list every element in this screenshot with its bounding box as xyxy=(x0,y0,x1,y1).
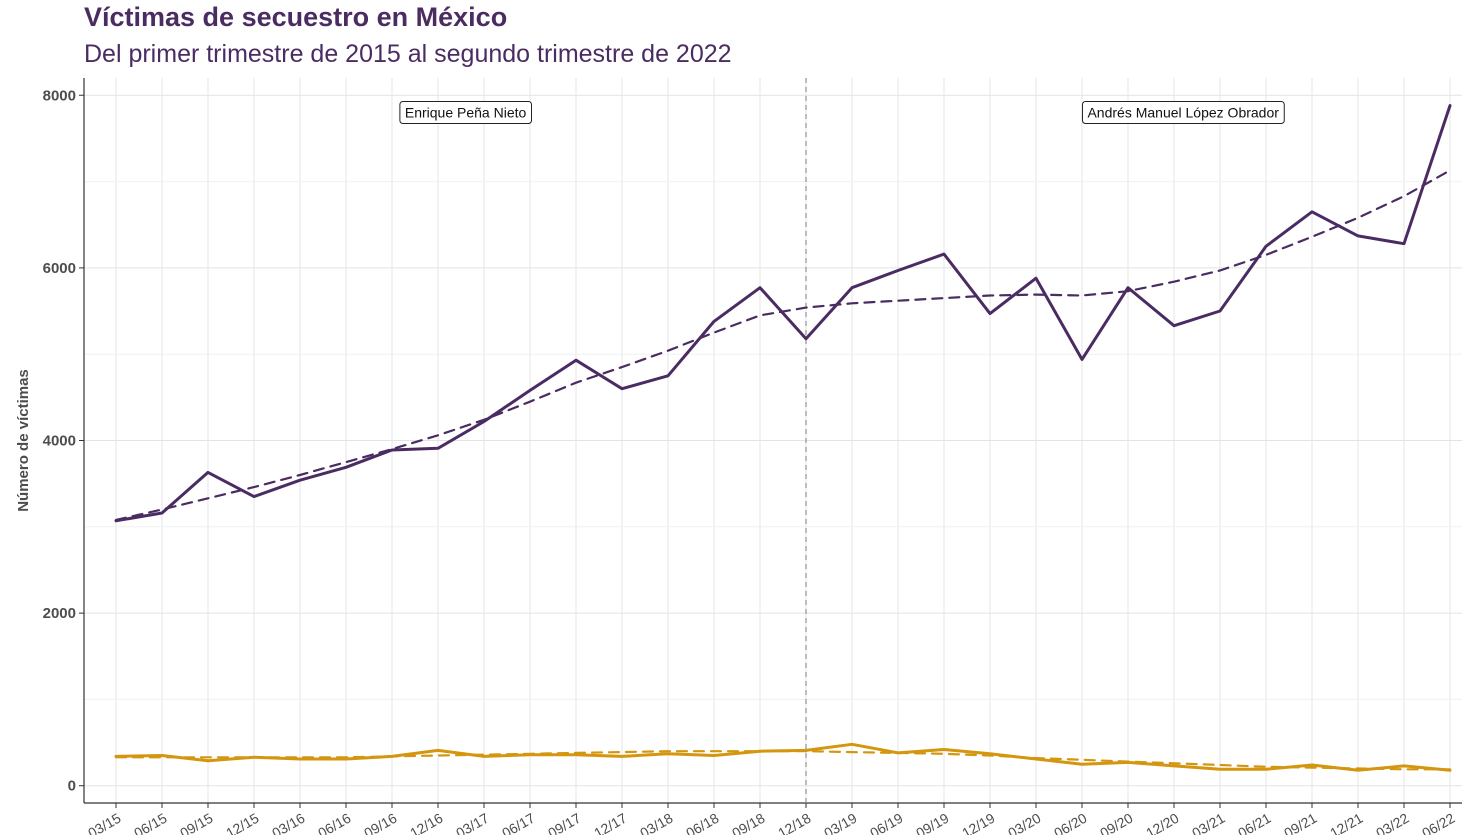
x-tick-label: 03/20 xyxy=(1005,810,1044,835)
x-tick-label: 09/15 xyxy=(177,810,216,835)
annotations: Enrique Peña Nieto Andrés Manuel López Ob… xyxy=(399,101,1285,125)
x-tick-label: 12/18 xyxy=(775,810,814,835)
annotation-label: Enrique Peña Nieto xyxy=(405,105,527,121)
x-tick-label: 12/21 xyxy=(1327,810,1366,835)
series-line-3-trend xyxy=(114,750,1452,771)
x-tick-label: 06/16 xyxy=(315,810,354,835)
y-tick-label: 0 xyxy=(68,778,76,795)
x-tick-label: 12/17 xyxy=(591,810,630,835)
series-line-1-trend xyxy=(114,169,1452,522)
x-tick-label: 09/20 xyxy=(1097,810,1136,835)
annotation-box xyxy=(399,101,533,125)
x-tick-label: 06/18 xyxy=(683,810,722,835)
y-tick-label: 8000 xyxy=(43,87,76,104)
x-tick-label: 03/15 xyxy=(85,810,124,835)
y-tick-label: 2000 xyxy=(43,605,76,622)
x-tick-label: 12/20 xyxy=(1143,810,1182,835)
x-tick-label: 12/16 xyxy=(407,810,446,835)
x-tick-label: 09/16 xyxy=(361,810,400,835)
gridlines xyxy=(84,78,1462,803)
x-tick-label: 06/21 xyxy=(1235,810,1274,835)
x-tick-label: 03/19 xyxy=(821,810,860,835)
chart-subtitle: Del primer trimestre de 2015 al segundo … xyxy=(84,40,732,68)
x-tick-label: 09/17 xyxy=(545,810,584,835)
x-tick-label: 03/16 xyxy=(269,810,308,835)
y-tick-label: 4000 xyxy=(43,433,76,450)
x-tick-label: 03/22 xyxy=(1373,810,1412,835)
x-tick-label: 06/15 xyxy=(131,810,170,835)
x-tick-label: 06/19 xyxy=(867,810,906,835)
x-tick-label: 12/19 xyxy=(959,810,998,835)
x-tick-label: 09/18 xyxy=(729,810,768,835)
x-tick-label: 06/22 xyxy=(1419,810,1458,835)
y-tick-label: 6000 xyxy=(43,260,76,277)
series-lines xyxy=(114,104,1452,772)
chart-title: Víctimas de secuestro en México xyxy=(84,2,508,32)
x-tick-label: 03/18 xyxy=(637,810,676,835)
series-line-2 xyxy=(114,742,1452,772)
x-tick-label: 09/19 xyxy=(913,810,952,835)
axis-labels: Número de víctimas xyxy=(15,369,32,512)
y-axis-title: Número de víctimas xyxy=(15,369,32,512)
x-tick-label: 06/20 xyxy=(1051,810,1090,835)
x-tick-label: 03/17 xyxy=(453,810,492,835)
x-tick-label: 06/17 xyxy=(499,810,538,835)
series-line-0 xyxy=(114,104,1452,523)
x-tick-label: 03/21 xyxy=(1189,810,1228,835)
x-tick-label: 09/21 xyxy=(1281,810,1320,835)
x-tick-label: 12/15 xyxy=(223,810,262,835)
axes: 0 2000 4000 6000 8000 03/15 06/15 09/15 12/15 03/… xyxy=(43,78,1462,835)
annotation-label: Andrés Manuel López Obrador xyxy=(1087,105,1279,121)
annotation-box xyxy=(1081,101,1285,125)
